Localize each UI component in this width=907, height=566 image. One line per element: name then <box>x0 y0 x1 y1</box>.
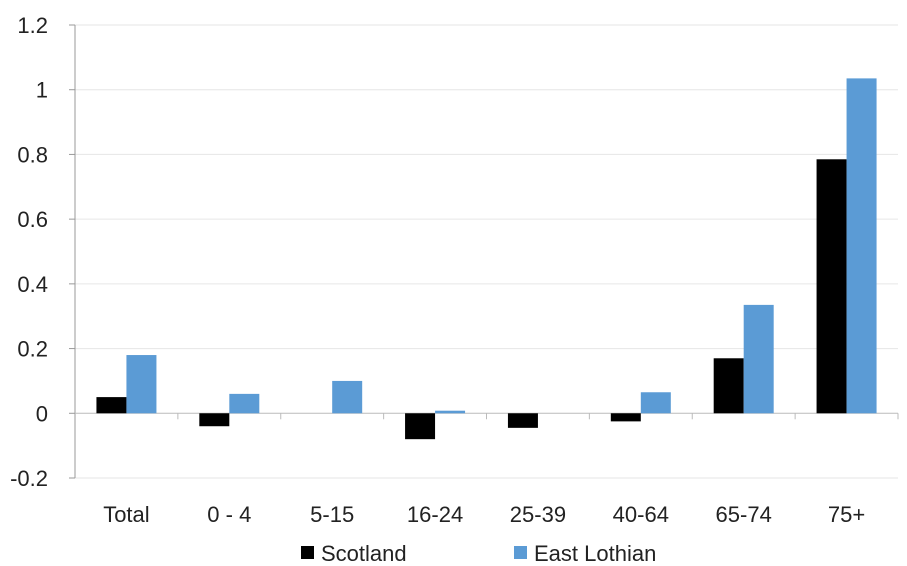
bar-east-lothian <box>332 380 363 414</box>
legend: Scotland East Lothian <box>301 541 656 566</box>
y-tick-label: 0.4 <box>17 272 48 297</box>
x-tick-label: 5-15 <box>310 502 354 527</box>
x-tick-label: 75+ <box>828 502 865 527</box>
bar-east-lothian <box>126 355 157 414</box>
bar-east-lothian <box>846 78 877 414</box>
y-tick-label: 0.2 <box>17 337 48 362</box>
x-tick-label: 65-74 <box>716 502 772 527</box>
x-tick-label: 25-39 <box>510 502 566 527</box>
bar-scotland <box>610 413 641 422</box>
y-tick-label: -0.2 <box>10 466 48 491</box>
bar-scotland <box>96 397 127 414</box>
y-tick-labels: 1.2 1 0.8 0.6 0.4 0.2 0 -0.2 <box>10 13 48 491</box>
y-tick-label: 0.6 <box>17 207 48 232</box>
x-tick-label: Total <box>103 502 149 527</box>
legend-label-east-lothian: East Lothian <box>534 541 656 566</box>
y-tick-label: 0.8 <box>17 142 48 167</box>
x-tick-labels: Total 0 - 4 5-15 16-24 25-39 40-64 65-74 75+ <box>103 502 865 527</box>
y-tick-label: 1.2 <box>17 13 48 38</box>
bar-scotland <box>713 358 744 414</box>
x-tick-label: 16-24 <box>407 502 463 527</box>
bars <box>96 78 877 440</box>
bar-scotland <box>405 413 436 440</box>
bar-east-lothian <box>743 304 774 414</box>
bar-east-lothian <box>229 393 260 414</box>
x-tick-label: 40-64 <box>613 502 669 527</box>
x-tick-label: 0 - 4 <box>207 502 251 527</box>
bar-scotland <box>816 159 847 414</box>
legend-swatch-east-lothian <box>514 546 527 559</box>
bar-scotland <box>199 413 230 427</box>
legend-swatch-scotland <box>301 546 314 559</box>
bar-east-lothian <box>640 392 671 414</box>
y-tick-label: 1 <box>36 78 48 103</box>
gridlines <box>75 24 898 479</box>
legend-label-scotland: Scotland <box>321 541 407 566</box>
bar-east-lothian <box>435 410 466 414</box>
bar-scotland <box>507 413 538 428</box>
y-tick-label: 0 <box>36 401 48 426</box>
